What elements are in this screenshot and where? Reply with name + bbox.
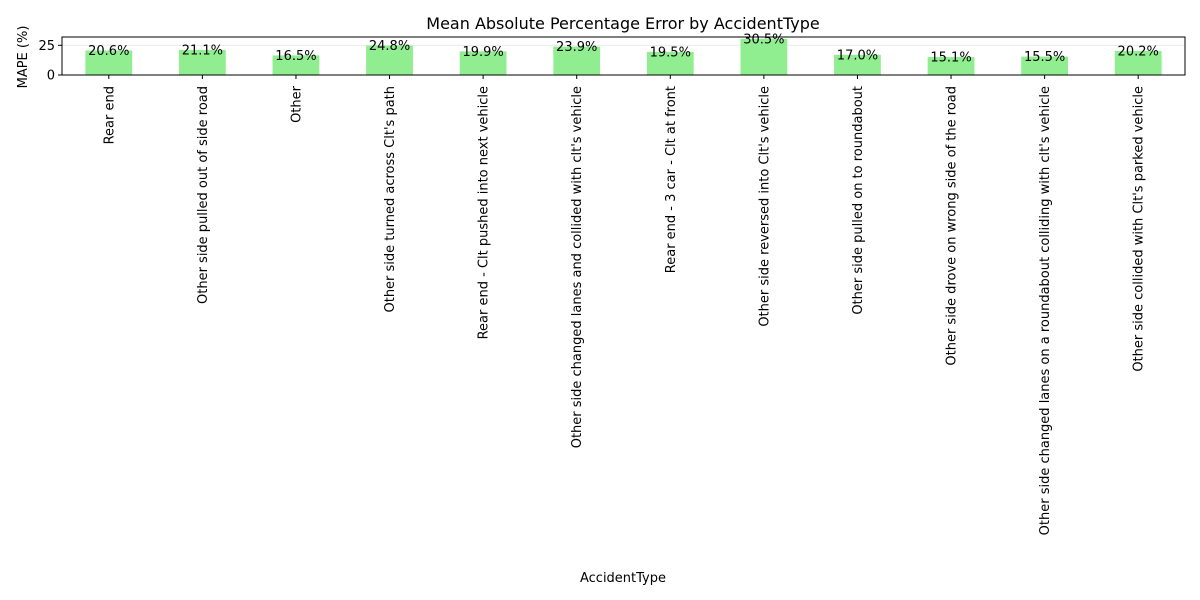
- axes-layer: [58, 36, 1186, 79]
- plot-frame: [61, 36, 1186, 76]
- bars-layer: [85, 38, 1162, 75]
- data-labels-layer: 20.6% 21.1% 16.5% 24.8% 19.9% 23.9% 19.5% 30.5%…: [88, 32, 1159, 65]
- bar: [1021, 56, 1069, 75]
- x-tick-label: Rear end: [102, 86, 117, 144]
- bar-value-label: 15.1%: [930, 51, 971, 66]
- x-tick-label: Other side pulled out of side road: [196, 86, 211, 304]
- x-tick-label: Other side collided with Clt's parked ve…: [1132, 86, 1147, 372]
- bar-value-label: 30.5%: [743, 32, 784, 47]
- chart-title: Mean Absolute Percentage Error by Accide…: [426, 14, 819, 33]
- bar: [1114, 51, 1162, 75]
- x-axis-label: AccidentType: [580, 571, 666, 586]
- y-axis-label: MAPE (%): [16, 26, 31, 89]
- y-tick-label: 25: [38, 39, 55, 54]
- bar: [834, 54, 881, 75]
- bar: [272, 55, 320, 75]
- x-tick-label: Other side turned across Clt's path: [383, 86, 398, 313]
- grid-layer: [62, 44, 1185, 76]
- x-tick-label: Other side reversed into Clt's vehicle: [757, 86, 772, 327]
- bar-value-label: 15.5%: [1024, 50, 1065, 65]
- bar-value-label: 16.5%: [275, 49, 316, 64]
- bar-value-label: 24.8%: [369, 39, 410, 54]
- bar: [366, 45, 413, 75]
- x-tick-label: Other side changed lanes and collided wi…: [570, 86, 585, 448]
- x-tick-label: Other side pulled on to roundabout: [851, 86, 866, 315]
- bar: [85, 50, 133, 75]
- bar-value-label: 19.9%: [462, 45, 503, 60]
- bar-value-label: 17.0%: [837, 48, 878, 63]
- bar-value-label: 20.2%: [1118, 45, 1159, 60]
- bar: [178, 49, 226, 75]
- bar: [646, 51, 694, 75]
- bar-value-label: 21.1%: [182, 43, 223, 58]
- bar: [459, 51, 507, 75]
- x-tick-label: Other side drove on wrong side of the ro…: [945, 86, 960, 366]
- y-tick-labels-layer: 0 25: [38, 39, 55, 84]
- x-tick-label: Rear end - Clt pushed into next vehicle: [477, 86, 492, 339]
- bar: [927, 57, 975, 75]
- x-tick-label: Rear end - 3 car - Clt at front: [664, 86, 679, 273]
- y-tick-label: 0: [47, 69, 55, 84]
- bar-value-label: 20.6%: [88, 44, 129, 59]
- bar: [553, 46, 601, 75]
- bar-value-label: 23.9%: [556, 40, 597, 55]
- x-tick-label: Other: [289, 85, 304, 123]
- bar: [740, 38, 788, 75]
- x-tick-labels-layer: Rear end Other side pulled out of side ro…: [102, 85, 1146, 535]
- bar-value-label: 19.5%: [650, 45, 691, 60]
- x-tick-label: Other side changed lanes on a roundabout…: [1038, 86, 1053, 535]
